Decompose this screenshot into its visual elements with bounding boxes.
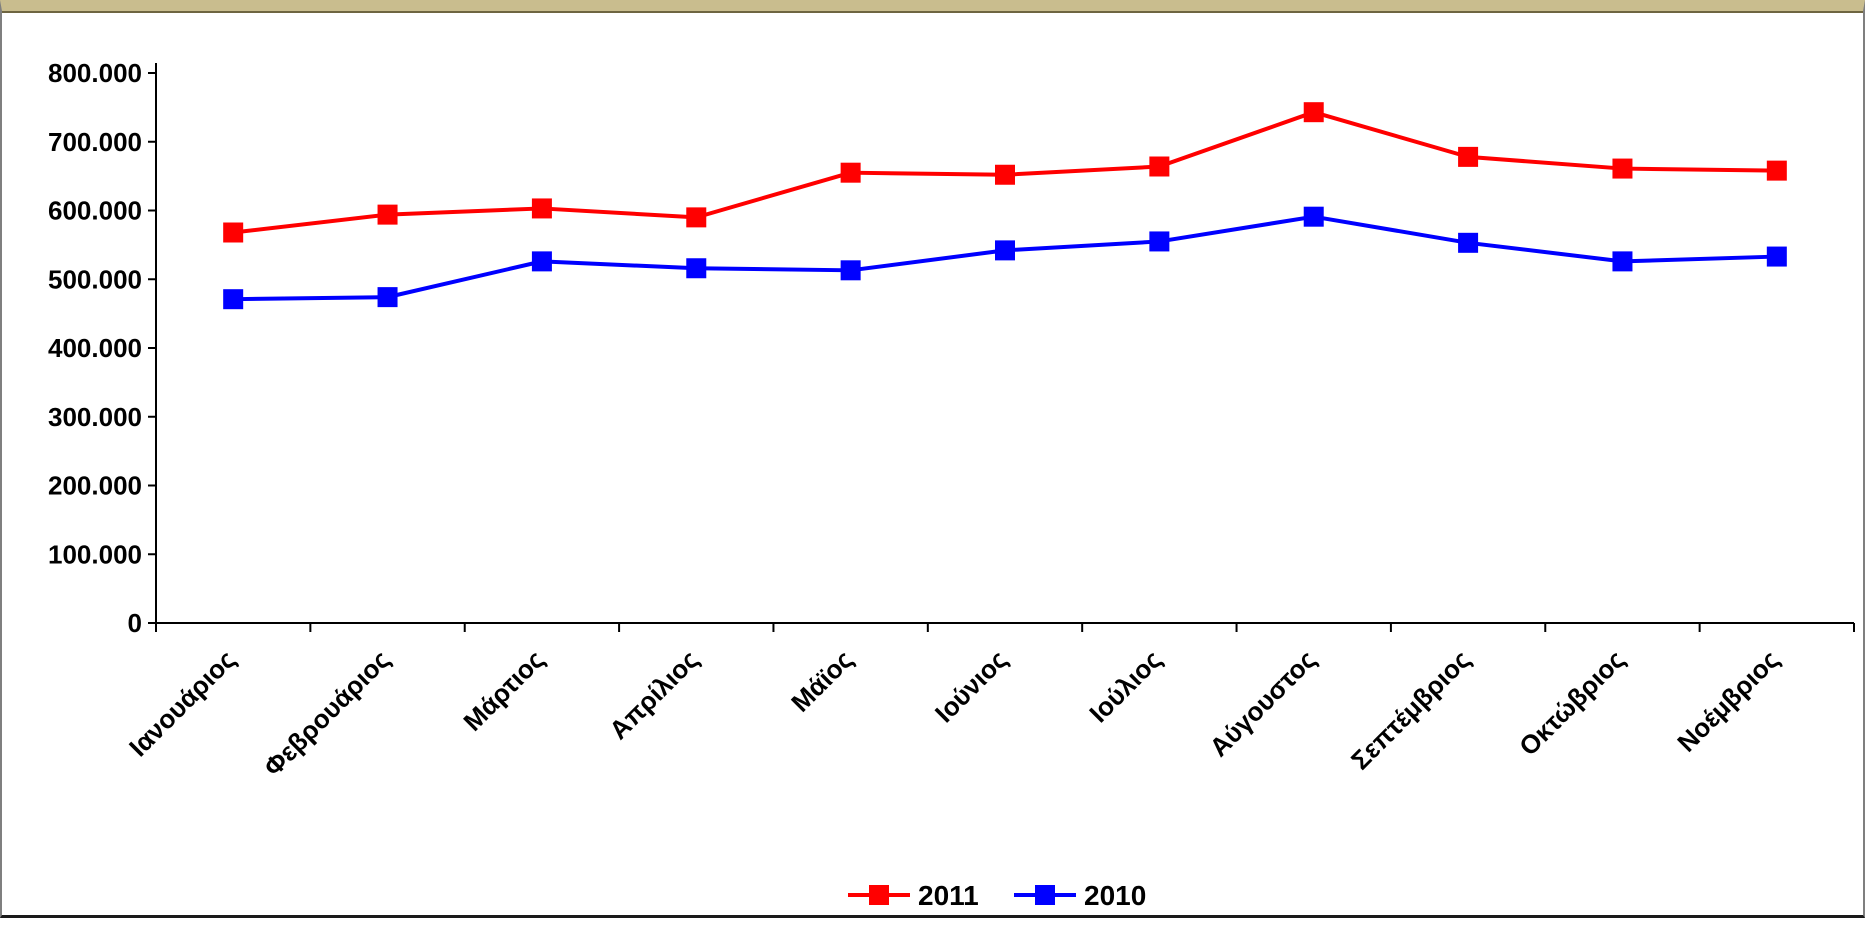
data-point-2010 bbox=[1766, 246, 1787, 267]
data-point-2011 bbox=[840, 162, 861, 183]
y-tick-label: 500.000 bbox=[48, 264, 142, 294]
legend-label-2011: 2011 bbox=[918, 880, 979, 911]
series-layer bbox=[223, 102, 1787, 310]
data-point-2011 bbox=[377, 204, 398, 225]
data-point-2011 bbox=[686, 207, 707, 228]
data-point-2011 bbox=[223, 222, 244, 243]
y-tick-label: 800.000 bbox=[48, 58, 142, 88]
data-point-2010 bbox=[840, 260, 861, 281]
legend: 2011 2010 bbox=[848, 880, 1146, 911]
data-point-2011 bbox=[1612, 158, 1633, 179]
legend-marker-2010 bbox=[1035, 885, 1055, 905]
x-category-label: Ιούνιος bbox=[929, 644, 1013, 728]
x-category-label: Οκτώβριος bbox=[1513, 644, 1630, 761]
x-category-label: Ιούλιος bbox=[1083, 644, 1167, 728]
y-tick-label: 200.000 bbox=[48, 471, 142, 501]
x-category-label: Αύγουστος bbox=[1204, 644, 1322, 762]
data-point-2011 bbox=[1458, 146, 1479, 167]
data-point-2010 bbox=[1149, 231, 1170, 252]
y-tick-label: 700.000 bbox=[48, 127, 142, 157]
data-point-2011 bbox=[1766, 160, 1787, 181]
data-point-2010 bbox=[1458, 232, 1479, 253]
data-point-2011 bbox=[1149, 156, 1170, 177]
y-tick-label: 0 bbox=[128, 608, 142, 638]
x-axis-ticks: Ιανουάριος Φεβρουάριος Μάρτιος Απρίλιος Μάϊο… bbox=[123, 623, 1855, 782]
data-point-2011 bbox=[531, 198, 552, 219]
data-point-2010 bbox=[223, 289, 244, 310]
data-point-2011 bbox=[1303, 102, 1324, 123]
x-category-label: Μάρτιος bbox=[457, 644, 550, 737]
data-point-2010 bbox=[1612, 251, 1633, 272]
x-category-label: Απρίλιος bbox=[603, 644, 704, 745]
data-point-2010 bbox=[686, 258, 707, 279]
x-category-label: Φεβρουάριος bbox=[258, 644, 396, 782]
data-point-2010 bbox=[377, 287, 398, 308]
y-axis-ticks: 0 100.000 200.000 300.000 400.000 500.000 600.… bbox=[48, 58, 156, 638]
x-category-label: Ιανουάριος bbox=[123, 644, 241, 762]
y-tick-label: 300.000 bbox=[48, 402, 142, 432]
legend-marker-2011 bbox=[869, 885, 889, 905]
legend-label-2010: 2010 bbox=[1084, 880, 1146, 911]
line-chart: 0 100.000 200.000 300.000 400.000 500.000 600.… bbox=[48, 58, 1855, 911]
data-point-2010 bbox=[1303, 206, 1324, 227]
data-point-2010 bbox=[995, 240, 1015, 261]
x-category-label: Σεπτέμβριος bbox=[1345, 644, 1476, 775]
data-point-2011 bbox=[995, 164, 1015, 185]
y-tick-label: 100.000 bbox=[48, 539, 142, 569]
data-point-2010 bbox=[531, 251, 552, 272]
y-tick-label: 600.000 bbox=[48, 196, 142, 226]
y-tick-label: 400.000 bbox=[48, 333, 142, 363]
x-category-label: Μάϊος bbox=[785, 644, 859, 718]
x-category-label: Νοέμβριος bbox=[1671, 644, 1785, 758]
